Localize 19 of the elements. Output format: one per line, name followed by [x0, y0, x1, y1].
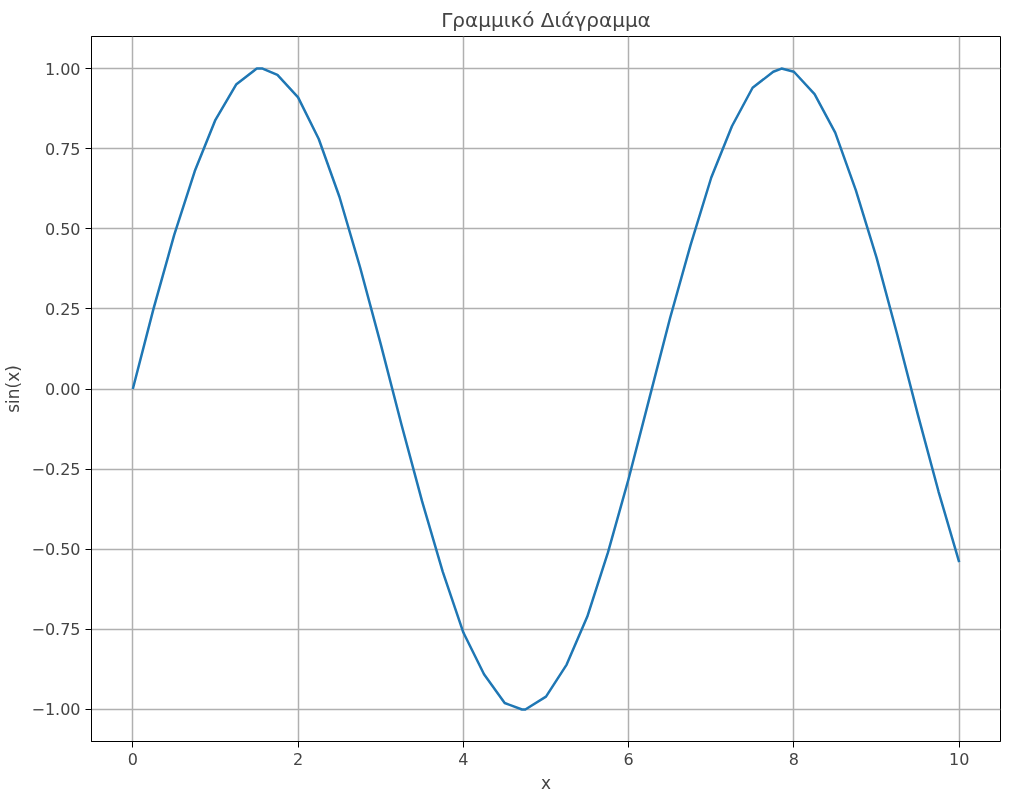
y-tick-label: −0.50	[31, 540, 81, 560]
x-tick-label: 4	[458, 749, 469, 769]
y-tick-label: 0.50	[44, 219, 81, 239]
x-tick-label: 2	[293, 749, 304, 769]
y-tick-label: −1.00	[31, 700, 81, 720]
y-tick-label: 0.00	[44, 380, 81, 399]
y-tick-label: 0.75	[44, 139, 81, 159]
x-axis-title: x	[540, 772, 552, 793]
line-series	[131, 67, 961, 711]
y-tick-label: −0.25	[31, 460, 81, 480]
x-tick-label: 6	[623, 749, 634, 769]
chart-title: Γραμμικό Διάγραμμα	[441, 7, 651, 32]
x-tick-label: 8	[788, 749, 800, 769]
y-axis-title: sin(x)	[3, 365, 24, 413]
y-tick-label: −0.75	[31, 620, 81, 640]
y-tick-label: 0.25	[44, 299, 81, 319]
x-tick-label: 0	[127, 749, 138, 769]
y-tick-label: 1.00	[44, 59, 81, 79]
x-tick-label: 10	[949, 749, 970, 769]
